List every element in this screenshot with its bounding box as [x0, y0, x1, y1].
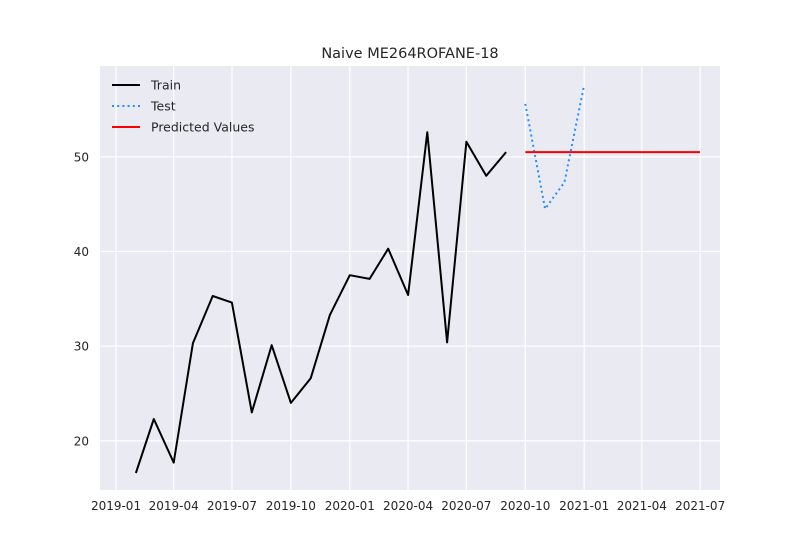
x-tick-label: 2021-04 [617, 499, 667, 513]
series-line-test [524, 84, 586, 210]
x-tick-label: 2021-01 [559, 499, 609, 513]
y-tick-label: 30 [74, 340, 89, 354]
y-tick-label: 20 [74, 434, 89, 448]
y-tick-label: 50 [74, 150, 89, 164]
legend-label-test: Test [150, 99, 176, 114]
x-tick-label: 2020-07 [441, 499, 491, 513]
x-axis-ticks: 2019-01 2019-04 2019-07 2019-10 2020-01 2020-… [91, 499, 725, 513]
y-tick-label: 40 [74, 245, 89, 259]
legend-label-train: Train [150, 78, 181, 93]
x-tick-label: 2019-04 [149, 499, 199, 513]
grid-lines [100, 66, 720, 490]
x-tick-label: 2019-07 [207, 499, 257, 513]
x-tick-label: 2019-01 [91, 499, 141, 513]
series-line-train [134, 131, 507, 474]
x-tick-label: 2020-01 [325, 499, 375, 513]
x-tick-label: 2020-04 [383, 499, 433, 513]
legend-label-predicted-values: Predicted Values [151, 120, 255, 135]
y-axis-ticks: 20 30 40 50 [74, 150, 89, 448]
legend: Train Test Predicted Values [112, 78, 255, 135]
x-tick-label: 2019-10 [266, 499, 316, 513]
x-tick-label: 2021-07 [675, 499, 725, 513]
series-lines [134, 84, 701, 474]
chart-title: Naive ME264ROFANE-18 [321, 46, 498, 62]
x-tick-label: 2020-10 [500, 499, 550, 513]
